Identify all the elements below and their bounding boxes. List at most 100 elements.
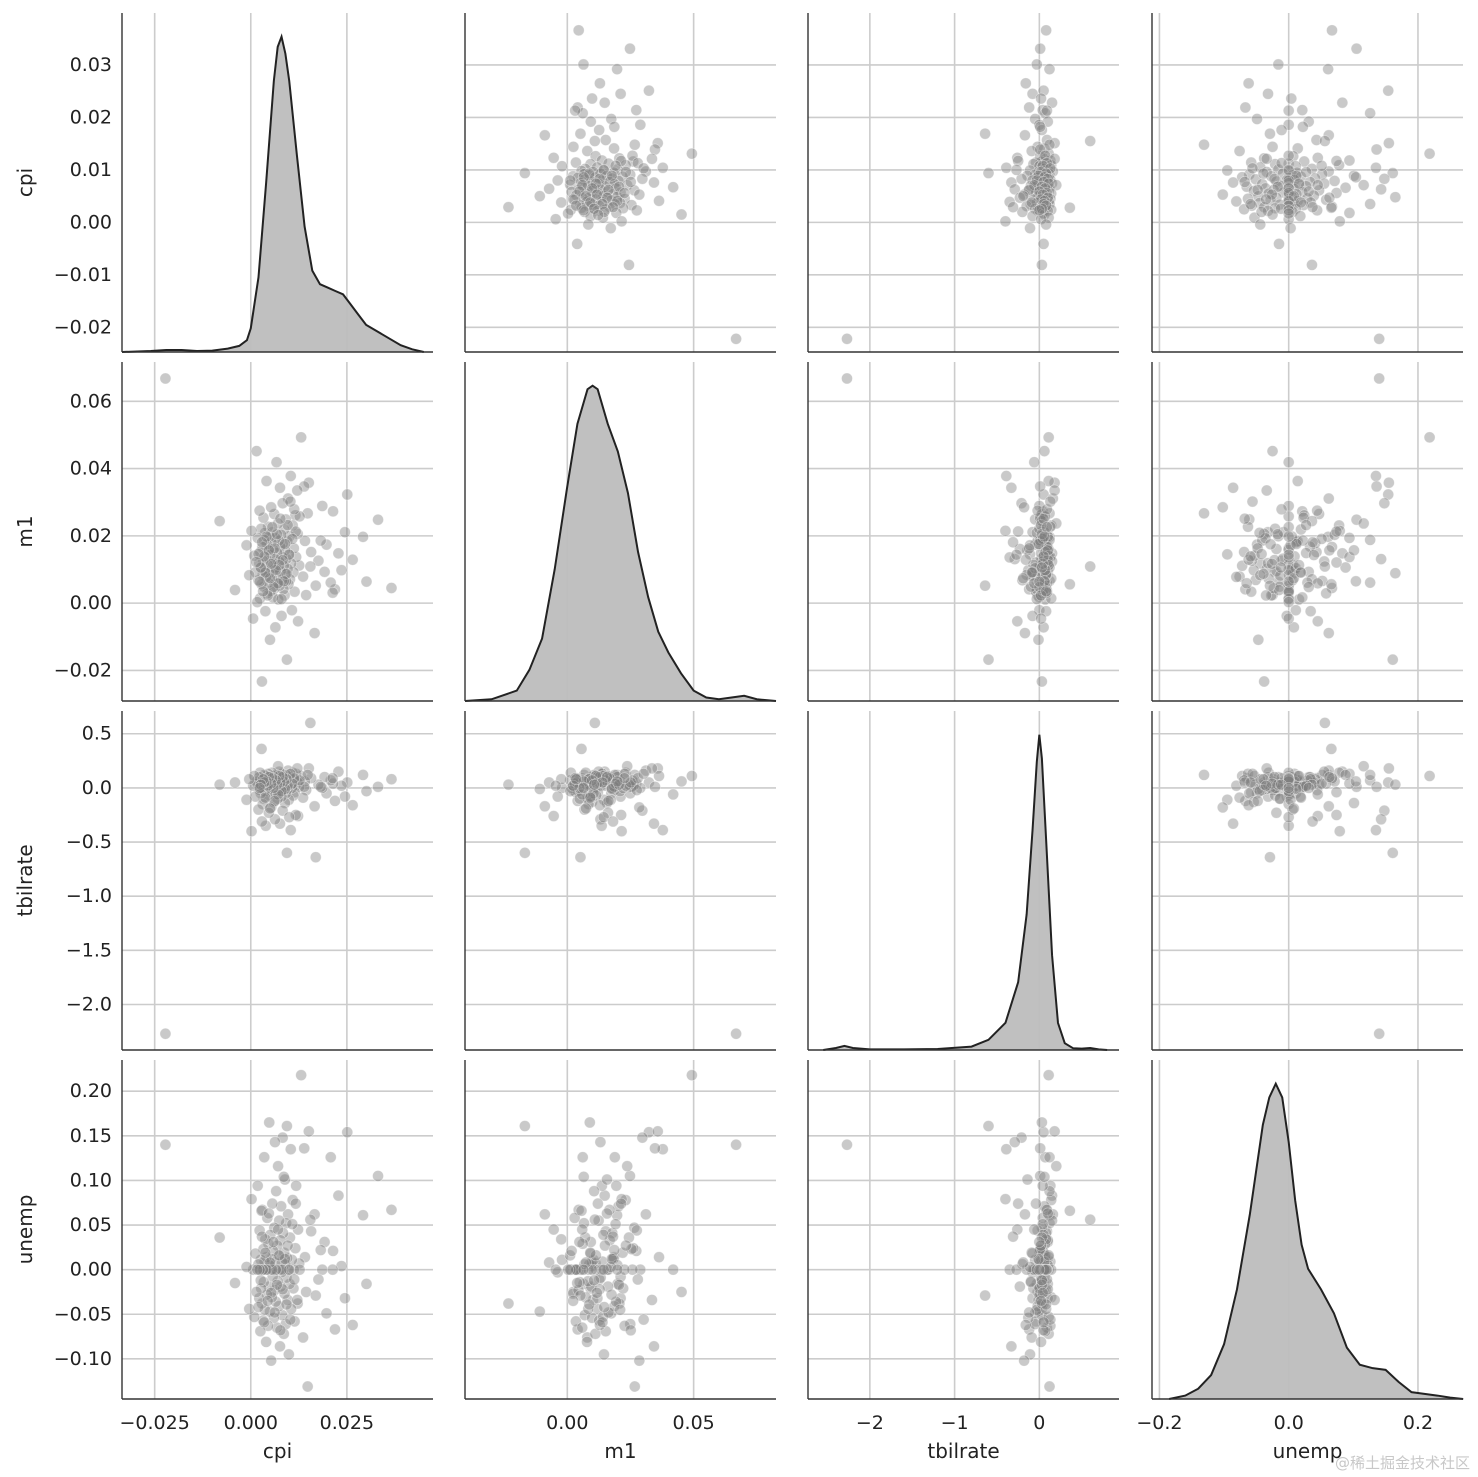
scatter-point bbox=[615, 1197, 627, 1210]
scatter-point bbox=[1018, 501, 1030, 514]
scatter-point bbox=[268, 795, 281, 807]
y-tick-label: 0.02 bbox=[70, 525, 112, 547]
scatter-point bbox=[245, 525, 258, 537]
y-tick-label: 0.02 bbox=[70, 106, 112, 128]
scatter-point bbox=[290, 1179, 302, 1192]
scatter-point bbox=[1015, 1131, 1028, 1144]
scatter-point bbox=[329, 795, 341, 807]
scatter-point bbox=[256, 1297, 268, 1310]
scatter-point bbox=[588, 1185, 600, 1197]
scatter-point bbox=[577, 775, 590, 788]
scatter-point bbox=[602, 157, 615, 170]
scatter-point bbox=[1007, 1230, 1019, 1243]
scatter-point bbox=[982, 653, 995, 666]
scatter-point bbox=[1028, 1223, 1041, 1236]
scatter-point bbox=[570, 1315, 582, 1328]
scatter-point bbox=[1014, 191, 1026, 204]
scatter-point bbox=[360, 575, 373, 588]
scatter-point bbox=[1240, 180, 1253, 193]
scatter-point bbox=[599, 134, 612, 146]
scatter-point bbox=[657, 162, 669, 174]
scatter-point bbox=[1227, 481, 1239, 494]
scatter-point bbox=[592, 1197, 604, 1210]
scatter-point bbox=[264, 802, 276, 815]
scatter-point bbox=[611, 1263, 624, 1276]
y-tick-label: 0.04 bbox=[70, 458, 112, 480]
scatter-point bbox=[621, 760, 633, 773]
scatter-point bbox=[258, 1316, 271, 1329]
scatter-point bbox=[549, 1263, 562, 1276]
scatter-point bbox=[1382, 488, 1395, 501]
watermark: @稀土掘金技术社区 bbox=[1334, 1454, 1470, 1472]
scatter-point bbox=[1275, 124, 1288, 136]
scatter-point bbox=[651, 762, 664, 775]
scatter-point bbox=[979, 579, 991, 592]
scatter-point bbox=[1348, 797, 1360, 809]
scatter-point bbox=[1036, 259, 1048, 271]
scatter-point bbox=[1064, 1204, 1076, 1217]
scatter-point bbox=[243, 569, 256, 582]
scatter-point bbox=[1242, 77, 1255, 90]
scatter-point bbox=[1350, 775, 1362, 788]
y-tick-label: −0.02 bbox=[54, 659, 112, 681]
scatter-point bbox=[1266, 208, 1279, 221]
scatter-point bbox=[601, 1173, 613, 1186]
scatter-point bbox=[1025, 1246, 1038, 1259]
scatter-point bbox=[252, 803, 265, 816]
scatter-point bbox=[260, 1263, 273, 1276]
scatter-point bbox=[253, 504, 266, 517]
scatter-point bbox=[502, 201, 515, 213]
scatter-point bbox=[1010, 548, 1023, 561]
scatter-point bbox=[1378, 173, 1391, 185]
scatter-point bbox=[577, 1171, 590, 1183]
scatter-point bbox=[268, 1306, 281, 1319]
scatter-point bbox=[623, 259, 635, 271]
scatter-point bbox=[320, 538, 333, 551]
panel-tbilrate-vs-m1 bbox=[464, 711, 776, 1051]
scatter-point bbox=[346, 1319, 359, 1331]
scatter-point bbox=[1019, 553, 1032, 566]
scatter-point bbox=[261, 589, 274, 602]
scatter-point bbox=[1275, 503, 1288, 516]
scatter-point bbox=[982, 167, 995, 179]
scatter-point bbox=[256, 536, 268, 549]
scatter-point bbox=[259, 605, 272, 618]
scatter-point bbox=[613, 1279, 625, 1291]
scatter-point bbox=[649, 1142, 661, 1155]
scatter-point bbox=[1306, 536, 1319, 549]
kde-line-cpi bbox=[121, 33, 425, 353]
scatter-point bbox=[327, 505, 339, 518]
scatter-point bbox=[576, 1151, 589, 1164]
scatter-point bbox=[637, 162, 650, 175]
scatter-point bbox=[646, 153, 658, 165]
x-tick-label: 0.0 bbox=[1274, 1412, 1304, 1434]
scatter-point bbox=[1284, 222, 1297, 234]
scatter-point bbox=[1264, 579, 1276, 592]
scatter-point bbox=[519, 167, 531, 179]
y-tick-label: 0.00 bbox=[70, 1259, 112, 1281]
scatter-point bbox=[1016, 574, 1029, 587]
scatter-point bbox=[229, 584, 241, 596]
scatter-point bbox=[640, 165, 652, 178]
scatter-point bbox=[618, 1263, 631, 1276]
scatter-point bbox=[607, 1230, 619, 1243]
scatter-point bbox=[257, 585, 269, 598]
scatter-point bbox=[1423, 147, 1436, 160]
scatter-point bbox=[643, 84, 655, 97]
y-tick-label: 0.20 bbox=[70, 1080, 112, 1102]
scatter-point bbox=[281, 1120, 293, 1132]
scatter-point bbox=[1064, 201, 1076, 214]
scatter-point bbox=[263, 1116, 276, 1129]
x-tick-label: 0 bbox=[1033, 1412, 1045, 1434]
scatter-point bbox=[1339, 769, 1352, 781]
scatter-point bbox=[1330, 556, 1343, 569]
scatter-point bbox=[1373, 333, 1385, 345]
scatter-point bbox=[1282, 575, 1295, 588]
scatter-point bbox=[1282, 596, 1295, 608]
scatter-point bbox=[1343, 207, 1356, 219]
scatter-point bbox=[280, 568, 293, 580]
scatter-point bbox=[263, 1207, 275, 1220]
scatter-point bbox=[303, 476, 315, 489]
scatter-point bbox=[570, 156, 582, 169]
scatter-point bbox=[1230, 571, 1243, 583]
